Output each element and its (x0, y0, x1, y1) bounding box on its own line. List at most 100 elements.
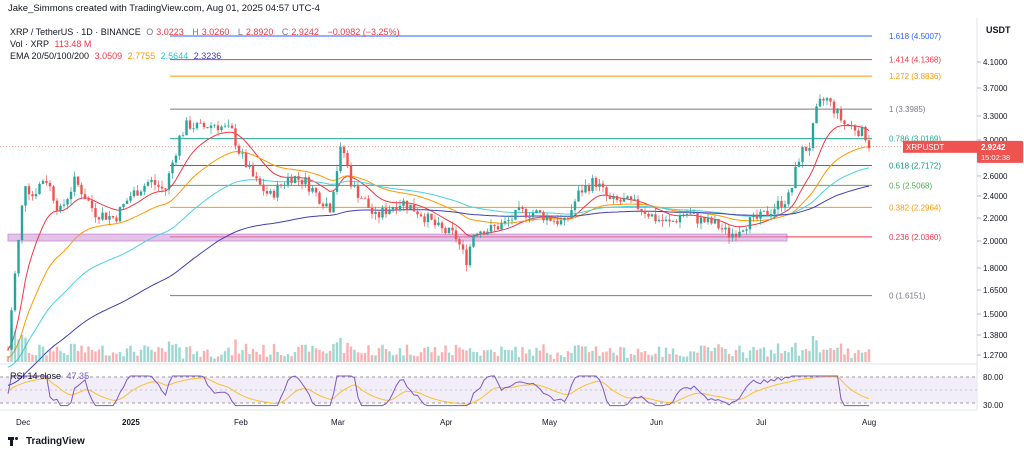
legend-ema-row: EMA 20/50/100/200 3.0509 2.7755 2.5644 2… (10, 51, 224, 61)
volume-bar (741, 352, 745, 362)
volume-bar (465, 350, 468, 362)
candle-body (566, 217, 570, 219)
candle-body (633, 199, 636, 201)
volume-bar (692, 351, 696, 362)
volume-bar (10, 327, 13, 362)
candle-body (118, 207, 122, 222)
candle-body (314, 188, 318, 193)
tradingview-logo[interactable]: TradingView (8, 436, 85, 447)
volume-bar (38, 344, 41, 362)
candle-body (276, 184, 279, 198)
volume-bar (353, 349, 356, 362)
volume-bar (6, 356, 10, 362)
volume-bar (468, 348, 472, 362)
price-axis-label: 2.6000 (983, 172, 1008, 181)
volume-bar (713, 347, 717, 362)
fib-level-label: 0 (1.6151) (889, 292, 926, 301)
candle-body (780, 200, 783, 208)
volume-bar (535, 347, 538, 362)
volume-bar (573, 345, 577, 362)
candle-body (514, 209, 517, 220)
candle-body (703, 217, 706, 223)
volume-bar (717, 344, 720, 362)
candle-body (720, 228, 724, 230)
candle-body (388, 209, 391, 215)
volume-bar (325, 353, 328, 362)
candle-body (412, 204, 416, 212)
volume-bar (360, 353, 363, 362)
symbol-title[interactable]: XRP / TetherUS · 1D · BINANCE (10, 27, 141, 37)
volume-bar (304, 344, 307, 362)
volume-bar (633, 354, 636, 362)
volume-bar (356, 352, 360, 362)
price-axis-label: 1.2700 (983, 351, 1008, 360)
volume-bar (146, 346, 150, 362)
candle-body (433, 219, 437, 226)
candle-body (269, 190, 272, 194)
candle-body (293, 176, 297, 183)
candle-body (650, 214, 654, 217)
price-axis-label: 3.3000 (983, 112, 1008, 121)
volume-bar (857, 350, 860, 362)
volume-bar (143, 345, 146, 362)
candle-body (447, 227, 451, 233)
candle-body (363, 198, 367, 200)
volume-bar (220, 354, 223, 362)
volume-bar (664, 347, 668, 362)
candle-body (258, 178, 262, 185)
volume-bar (276, 351, 279, 362)
candle-body (647, 213, 650, 217)
volume-bar (370, 355, 374, 362)
candle-body (745, 229, 748, 231)
candle-body (395, 207, 398, 211)
candle-body (664, 219, 668, 222)
volume-bar (685, 356, 689, 362)
chart-caption: Jake_Simmons created with TradingView.co… (8, 3, 320, 14)
candle-body (272, 190, 276, 198)
candle-body (528, 217, 531, 219)
volume-bar (647, 354, 650, 362)
fib-level-label: 1.272 (3.8836) (889, 72, 941, 81)
candle-body (815, 106, 818, 124)
time-axis-label: May (542, 418, 557, 427)
candle-body (6, 349, 10, 351)
candle-body (150, 179, 153, 183)
candle-body (752, 214, 755, 218)
volume-bar (675, 354, 678, 362)
price-axis-label: 3.0000 (983, 136, 1008, 145)
volume-bar (461, 349, 465, 362)
volume-bar (815, 340, 818, 362)
candle-body (542, 212, 545, 221)
volume-bar (521, 347, 524, 362)
volume-bar (720, 347, 724, 362)
currency-label[interactable]: USDT (986, 25, 1011, 35)
volume-bar (69, 343, 73, 362)
rsi-label[interactable]: RSI 14 close (10, 371, 62, 381)
candle-body (454, 230, 458, 240)
volume-bar (738, 345, 741, 362)
candle-body (699, 217, 703, 224)
volume-bar (241, 350, 244, 362)
volume-bar (587, 352, 591, 362)
volume-bar (605, 351, 608, 362)
candle-body (860, 126, 864, 137)
volume-label[interactable]: Vol · XRP (10, 39, 50, 49)
candle-body (335, 171, 339, 192)
volume-bar (76, 350, 80, 362)
volume-bar (822, 349, 825, 362)
volume-bar (41, 346, 45, 362)
candle-body (535, 210, 538, 213)
ema-label[interactable]: EMA 20/50/100/200 (10, 51, 90, 61)
candle-body (353, 185, 356, 187)
candle-body (45, 180, 48, 183)
candle-body (181, 135, 185, 137)
volume-bar (682, 356, 685, 362)
candle-body (461, 244, 465, 250)
volume-bar (73, 343, 76, 362)
ohlc-change: −0.0982 (−3.25%) (327, 27, 400, 37)
candle-body (328, 203, 332, 213)
candle-body (731, 233, 734, 238)
candle-body (748, 217, 752, 230)
volume-bar (440, 352, 444, 362)
